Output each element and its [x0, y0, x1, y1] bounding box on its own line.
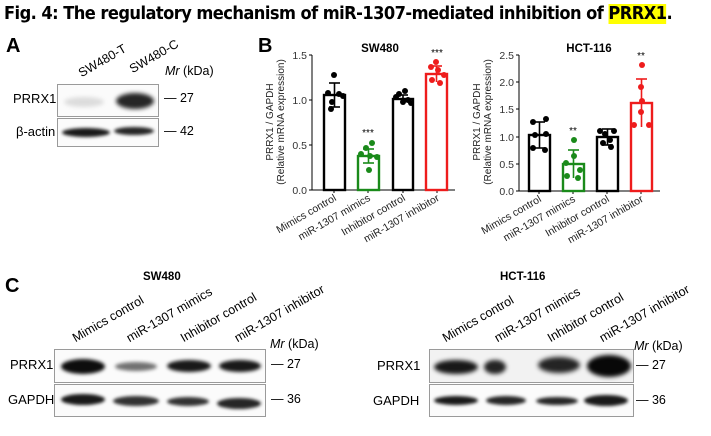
svg-text:2.0: 2.0: [499, 77, 514, 89]
marker-label: — 36: [636, 393, 666, 407]
protein-label: PRRX1: [13, 91, 57, 106]
marker-label: — 27: [164, 91, 194, 105]
blot-gapdh: [54, 384, 266, 417]
svg-text:0.0: 0.0: [499, 186, 514, 198]
blot-prrx1: [54, 349, 266, 383]
lane-label: miR-1307 inhibitor: [597, 282, 692, 345]
figure-title-highlight: PRRX1: [608, 4, 667, 24]
panel-c-letter: C: [5, 275, 20, 297]
svg-text:0.5: 0.5: [292, 140, 307, 152]
svg-text:0.5: 0.5: [499, 159, 514, 171]
y-axis-label: PRRX1 / GAPDH (Relative mRNA expression): [265, 59, 287, 185]
significance-label: **: [637, 51, 645, 62]
mr-unit: (kDa): [648, 339, 683, 353]
blot-gapdh: [429, 384, 634, 417]
svg-text:PRRX1 / GAPDH: PRRX1 / GAPDH: [265, 83, 276, 160]
protein-label: PRRX1: [10, 357, 54, 372]
significance-label: ***: [362, 128, 374, 139]
marker-label: — 36: [271, 392, 301, 406]
bar-inhibitor-control: [391, 88, 415, 192]
bar-mir1307-mimics: ***: [356, 128, 381, 192]
blot-prrx1: [57, 84, 159, 117]
bar-mimics-control: [527, 116, 552, 193]
blot-prrx1: [429, 349, 634, 383]
bar-mir1307-mimics: **: [561, 126, 586, 193]
figure-title-suffix: .: [666, 4, 673, 24]
panel-b-letter: B: [258, 35, 273, 57]
y-ticks: 1.5 1.0 0.5 0.0: [292, 50, 312, 197]
significance-label: ***: [431, 48, 443, 59]
mr-unit: (kDa): [179, 64, 214, 78]
bar-mimics-control: [322, 72, 347, 192]
mr-italic: Mr: [165, 64, 180, 78]
panel-a-letter: A: [6, 35, 21, 57]
lane-label: SW480-T: [76, 41, 129, 80]
chart-sw480: SW480 PRRX1 / GAPDH (Relative mRNA expre…: [265, 43, 455, 245]
band: [62, 128, 110, 137]
chart-title: SW480: [361, 43, 399, 55]
svg-text:1.5: 1.5: [499, 104, 514, 116]
marker-label: — 27: [636, 358, 666, 372]
blot-title: HCT-116: [500, 271, 546, 283]
svg-text:PRRX1 / GAPDH: PRRX1 / GAPDH: [472, 83, 483, 160]
mr-italic: Mr: [270, 337, 285, 351]
x-tick-labels: Mimics control miR-1307 mimics Inhibitor…: [479, 193, 646, 246]
figure-title: Fig. 4: The regulatory mechanism of miR-…: [4, 4, 673, 24]
x-tick-labels: Mimics control miR-1307 mimics Inhibitor…: [274, 192, 442, 245]
chart-title: HCT-116: [566, 43, 611, 55]
svg-text:2.5: 2.5: [499, 50, 514, 62]
bar-mir1307-inhibitor: ***: [424, 48, 449, 192]
bar-mir1307-inhibitor: **: [629, 51, 654, 193]
mr-italic: Mr: [634, 339, 649, 353]
mr-kda-label: Mr (kDa): [634, 339, 683, 353]
svg-text:1.5: 1.5: [292, 50, 307, 62]
blot-title: SW480: [143, 271, 181, 283]
mr-kda-label: Mr (kDa): [270, 337, 319, 351]
bar-inhibitor-control: [595, 128, 620, 193]
protein-label: GAPDH: [8, 392, 55, 407]
svg-text:(Relative mRNA expression): (Relative mRNA expression): [276, 59, 287, 185]
band: [114, 127, 154, 135]
protein-label: GAPDH: [373, 393, 420, 408]
band: [64, 97, 104, 107]
mr-kda-label: Mr (kDa): [165, 64, 214, 78]
band: [116, 93, 154, 109]
y-ticks: 2.5 2.0 1.5 1.0 0.5 0.0: [499, 50, 519, 198]
y-axis-label: PRRX1 / GAPDH (Relative mRNA expression): [472, 59, 494, 185]
protein-label: PRRX1: [377, 358, 421, 373]
marker-label: — 27: [271, 357, 301, 371]
mr-unit: (kDa): [284, 337, 319, 351]
protein-label: β-actin: [16, 124, 56, 139]
svg-text:(Relative mRNA expression): (Relative mRNA expression): [483, 59, 494, 185]
blot-beta-actin: [57, 118, 159, 147]
svg-text:0.0: 0.0: [292, 185, 307, 197]
chart-hct116: HCT-116 PRRX1 / GAPDH (Relative mRNA exp…: [472, 43, 660, 246]
marker-label: — 42: [164, 124, 194, 138]
svg-text:1.0: 1.0: [499, 132, 514, 144]
significance-label: **: [569, 126, 577, 137]
lane-label: miR-1307 inhibitor: [232, 282, 327, 345]
svg-text:1.0: 1.0: [292, 95, 307, 107]
figure-title-text: Fig. 4: The regulatory mechanism of miR-…: [4, 4, 609, 24]
